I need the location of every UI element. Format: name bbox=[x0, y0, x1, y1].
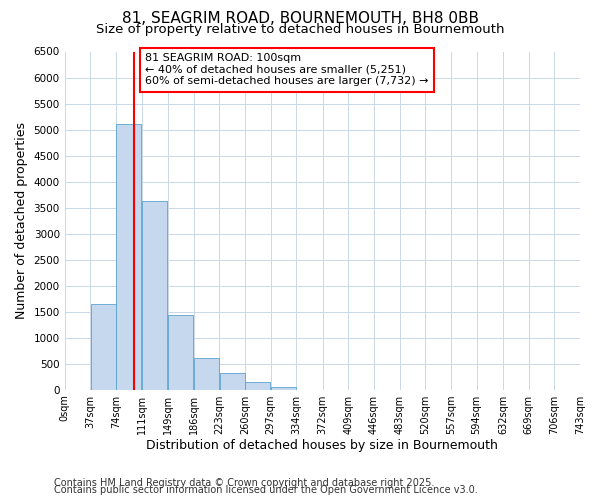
Bar bbox=[91, 304, 116, 390]
Bar bbox=[271, 387, 296, 390]
Bar bbox=[169, 315, 193, 390]
Bar bbox=[245, 382, 271, 390]
X-axis label: Distribution of detached houses by size in Bournemouth: Distribution of detached houses by size … bbox=[146, 440, 498, 452]
Bar bbox=[142, 202, 167, 390]
Text: 81, SEAGRIM ROAD, BOURNEMOUTH, BH8 0BB: 81, SEAGRIM ROAD, BOURNEMOUTH, BH8 0BB bbox=[121, 11, 479, 26]
Bar bbox=[194, 358, 219, 390]
Bar bbox=[116, 124, 142, 390]
Text: Size of property relative to detached houses in Bournemouth: Size of property relative to detached ho… bbox=[96, 22, 504, 36]
Text: 81 SEAGRIM ROAD: 100sqm
← 40% of detached houses are smaller (5,251)
60% of semi: 81 SEAGRIM ROAD: 100sqm ← 40% of detache… bbox=[145, 53, 428, 86]
Text: Contains public sector information licensed under the Open Government Licence v3: Contains public sector information licen… bbox=[54, 485, 478, 495]
Text: Contains HM Land Registry data © Crown copyright and database right 2025.: Contains HM Land Registry data © Crown c… bbox=[54, 478, 434, 488]
Y-axis label: Number of detached properties: Number of detached properties bbox=[15, 122, 28, 319]
Bar bbox=[220, 374, 245, 390]
